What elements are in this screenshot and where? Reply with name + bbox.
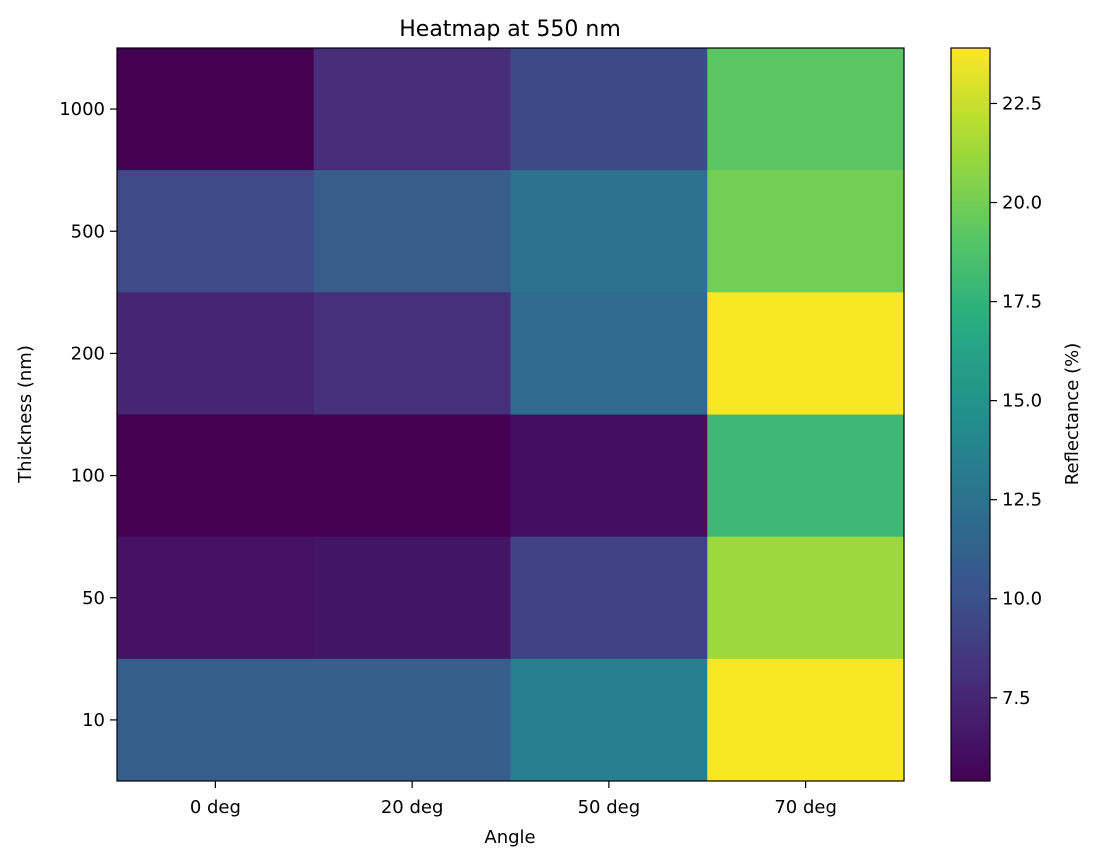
heatmap-cell	[117, 658, 315, 782]
heatmap-cell	[510, 170, 708, 293]
heatmap-cell	[707, 536, 905, 660]
heatmap-cell	[510, 414, 708, 538]
y-tick-label: 10	[82, 710, 105, 731]
colorbar-tick-label: 12.5	[1002, 490, 1042, 511]
y-tick-label: 100	[71, 466, 105, 487]
x-tick-label: 20 deg	[381, 797, 444, 818]
y-tick-label: 500	[71, 221, 105, 242]
heatmap-cell	[313, 414, 511, 538]
heatmap-cell	[313, 536, 511, 660]
y-tick-label: 50	[82, 588, 105, 609]
colorbar-tick-label: 20.0	[1002, 193, 1042, 214]
heatmap-cell	[313, 48, 511, 171]
heatmap-cell	[510, 658, 708, 782]
colorbar-ticks: 7.5 10.0 12.5 15.0 17.5 20.0 22.5	[990, 93, 1042, 709]
plot-frame	[116, 47, 905, 782]
colorbar-gradient	[950, 47, 991, 782]
heatmap-cell	[117, 170, 315, 293]
heatmap-cell	[313, 170, 511, 293]
heatmap-cell	[707, 170, 905, 293]
x-axis-ticks: 0 deg 20 deg 50 deg 70 deg	[190, 781, 837, 818]
colorbar-tick-label: 15.0	[1002, 391, 1042, 412]
x-tick-label: 70 deg	[774, 797, 837, 818]
heatmap-cell	[707, 414, 905, 538]
y-axis-ticks: 1000 500 200 100 50 10	[59, 99, 117, 731]
heatmap-cell	[707, 48, 905, 171]
x-tick-label: 0 deg	[190, 797, 241, 818]
heatmap-cell	[510, 292, 708, 415]
colorbar-tick-label: 7.5	[1002, 688, 1031, 709]
colorbar-tick-label: 17.5	[1002, 292, 1042, 313]
colorbar-tick-label: 10.0	[1002, 589, 1042, 610]
heatmap-cell	[707, 292, 905, 415]
chart-title: Heatmap at 550 nm	[399, 17, 621, 42]
colorbar-label: Reflectance (%)	[1062, 343, 1083, 485]
heatmap-cell	[117, 48, 315, 171]
x-tick-label: 50 deg	[578, 797, 641, 818]
colorbar-tick-label: 22.5	[1002, 93, 1042, 114]
x-axis-label: Angle	[484, 827, 535, 848]
y-tick-label: 1000	[59, 99, 105, 120]
heatmap-cell	[117, 292, 315, 415]
heatmap-cell	[313, 658, 511, 782]
heatmap-cell	[510, 536, 708, 660]
heatmap-cell	[510, 48, 708, 171]
y-axis-label: Thickness (nm)	[15, 345, 36, 484]
heatmap-cell	[707, 658, 905, 782]
heatmap-cell	[117, 414, 315, 538]
heatmap-cells	[117, 48, 905, 782]
colorbar: 7.5 10.0 12.5 15.0 17.5 20.0 22.5 Reflectance …	[950, 47, 1083, 782]
heatmap-cell	[117, 536, 315, 660]
y-tick-label: 200	[71, 343, 105, 364]
heatmap-cell	[313, 292, 511, 415]
